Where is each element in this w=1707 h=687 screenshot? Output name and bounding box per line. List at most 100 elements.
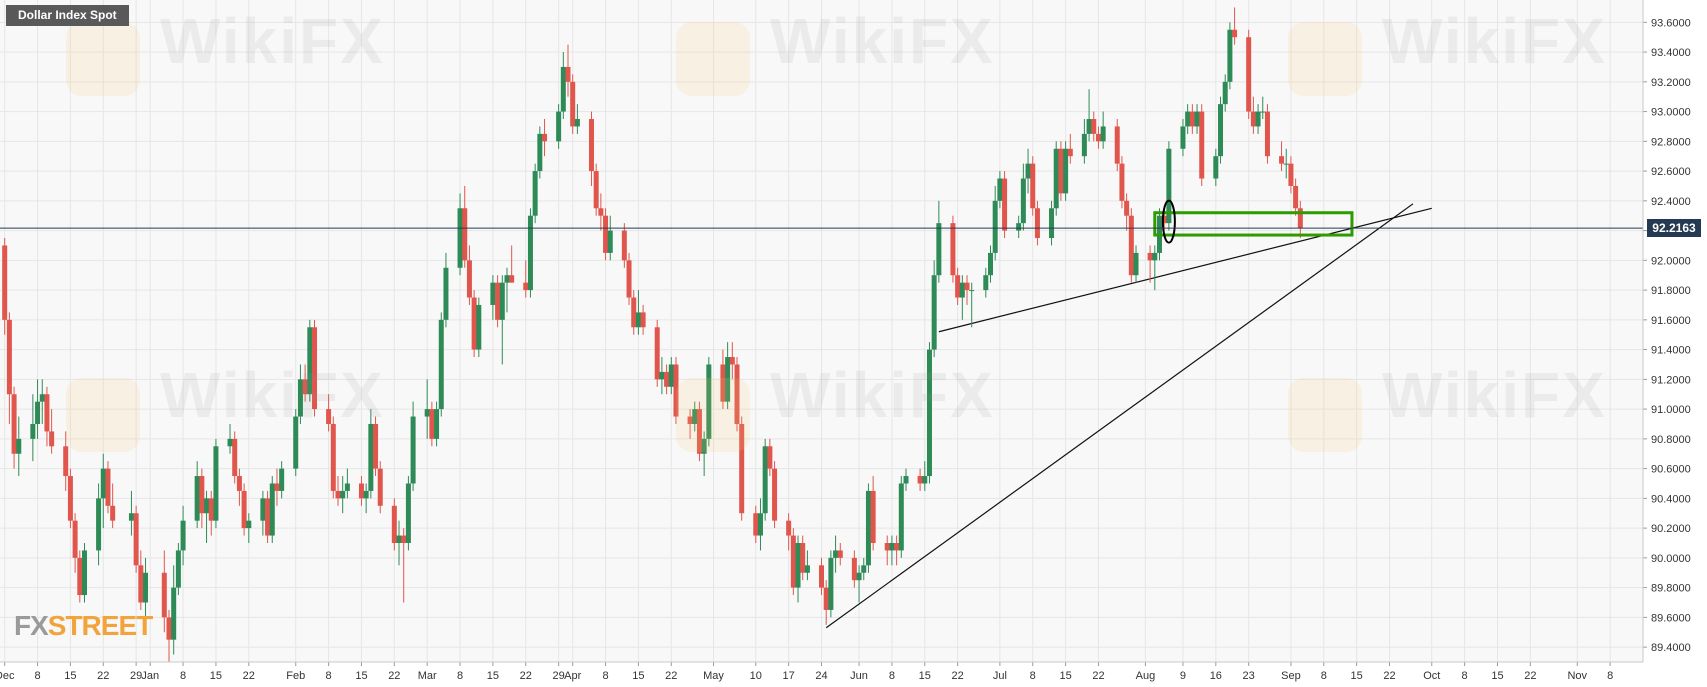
candle-body: [603, 215, 609, 253]
candle-body: [1086, 119, 1092, 134]
candle-body: [1166, 148, 1172, 224]
candle-body: [1264, 111, 1270, 157]
candle-body: [729, 357, 735, 365]
candle-body: [588, 119, 594, 172]
candle-body: [570, 81, 576, 127]
candle-body: [823, 587, 829, 610]
candle-body: [983, 275, 989, 291]
candle-body: [208, 498, 214, 521]
candle-body: [635, 312, 641, 328]
x-tick-label: 8: [457, 670, 463, 682]
candle-body: [204, 498, 210, 514]
candle-body: [330, 423, 336, 491]
candle-body: [565, 66, 571, 82]
candle-body: [664, 371, 670, 387]
candle-body: [410, 416, 416, 484]
candle-body: [490, 282, 496, 305]
candle-body: [1297, 208, 1303, 229]
candle-body: [964, 282, 970, 291]
candle-body: [265, 498, 271, 536]
candle-body: [396, 535, 402, 543]
candle-body: [828, 557, 834, 610]
candle-body: [767, 446, 773, 469]
candle-body: [950, 223, 956, 276]
x-tick-label: 22: [1092, 670, 1104, 682]
x-tick-label: Jul: [993, 670, 1007, 682]
y-tick-label: 92.8000: [1651, 136, 1691, 148]
candle-body: [429, 409, 435, 439]
x-tick-label: Sep: [1281, 670, 1301, 682]
candle-body: [1128, 215, 1134, 276]
candle-body: [241, 490, 247, 529]
candle-body: [790, 535, 796, 588]
candle-body: [894, 542, 900, 551]
candle-body: [16, 438, 22, 454]
candle-body: [1222, 81, 1228, 105]
x-axis-background: [0, 662, 1643, 687]
candle-body: [466, 260, 472, 298]
x-tick-label: 22: [388, 670, 400, 682]
trend-line: [825, 203, 1414, 629]
candle-body: [574, 119, 580, 127]
y-tick-label: 93.4000: [1651, 47, 1691, 59]
x-tick-label: 15: [1351, 670, 1363, 682]
candle-body: [274, 483, 280, 491]
candle-body: [377, 468, 383, 506]
candle-body: [499, 282, 505, 320]
y-tick-label: 91.6000: [1651, 315, 1691, 327]
candle-body: [340, 490, 346, 499]
candle-body: [762, 446, 768, 514]
x-tick-label: 8: [34, 670, 40, 682]
x-tick-label: 15: [632, 670, 644, 682]
candle-body: [1246, 37, 1252, 112]
candle-body: [1049, 208, 1055, 239]
candle-body: [537, 133, 543, 172]
candle-body: [180, 520, 186, 551]
candle-body: [302, 379, 308, 395]
x-tick-label: 15: [1059, 670, 1071, 682]
candle-body: [67, 476, 73, 521]
candle-body: [30, 423, 36, 439]
candle-body: [861, 565, 867, 573]
x-tick-label: 16: [1210, 670, 1222, 682]
candle-body: [607, 230, 613, 253]
candle-body: [462, 208, 468, 261]
x-tick-label: 24: [815, 670, 827, 682]
x-tick-label: 29: [130, 670, 142, 682]
candle-body: [560, 66, 566, 112]
x-axis-ticks: Dec8152229Jan81522Feb81522Mar8152229Apr8…: [0, 662, 1613, 682]
candle-body: [1227, 29, 1233, 82]
candle-body: [795, 542, 801, 588]
candle-body: [696, 409, 702, 454]
annotations: [825, 203, 1432, 629]
x-tick-label: 22: [665, 670, 677, 682]
candle-body: [1030, 163, 1036, 209]
candle-body: [438, 319, 444, 410]
y-tick-label: 91.4000: [1651, 345, 1691, 357]
candle-body: [1095, 133, 1101, 142]
candle-body: [110, 505, 116, 521]
candle-body: [725, 357, 731, 402]
candle-body: [1180, 126, 1186, 149]
candle-body: [96, 498, 102, 551]
x-tick-label: Oct: [1423, 670, 1440, 682]
x-tick-label: 8: [603, 670, 609, 682]
x-tick-label: 22: [1383, 670, 1395, 682]
x-tick-label: 22: [97, 670, 109, 682]
candle-body: [926, 349, 932, 477]
candle-body: [753, 513, 759, 536]
y-tick-label: 92.0000: [1651, 255, 1691, 267]
candle-body: [917, 476, 923, 484]
x-tick-label: 9: [1180, 670, 1186, 682]
candle-body: [1058, 148, 1064, 194]
candle-body: [476, 304, 482, 350]
x-tick-label: 8: [889, 670, 895, 682]
candle-body: [598, 208, 604, 216]
candle-body: [269, 483, 275, 536]
candle-body: [997, 178, 1003, 201]
candle-body: [922, 476, 928, 484]
candle-body: [171, 587, 177, 640]
x-tick-label: Dec: [0, 670, 15, 682]
candle-body: [49, 431, 55, 447]
candle-body: [344, 483, 350, 491]
